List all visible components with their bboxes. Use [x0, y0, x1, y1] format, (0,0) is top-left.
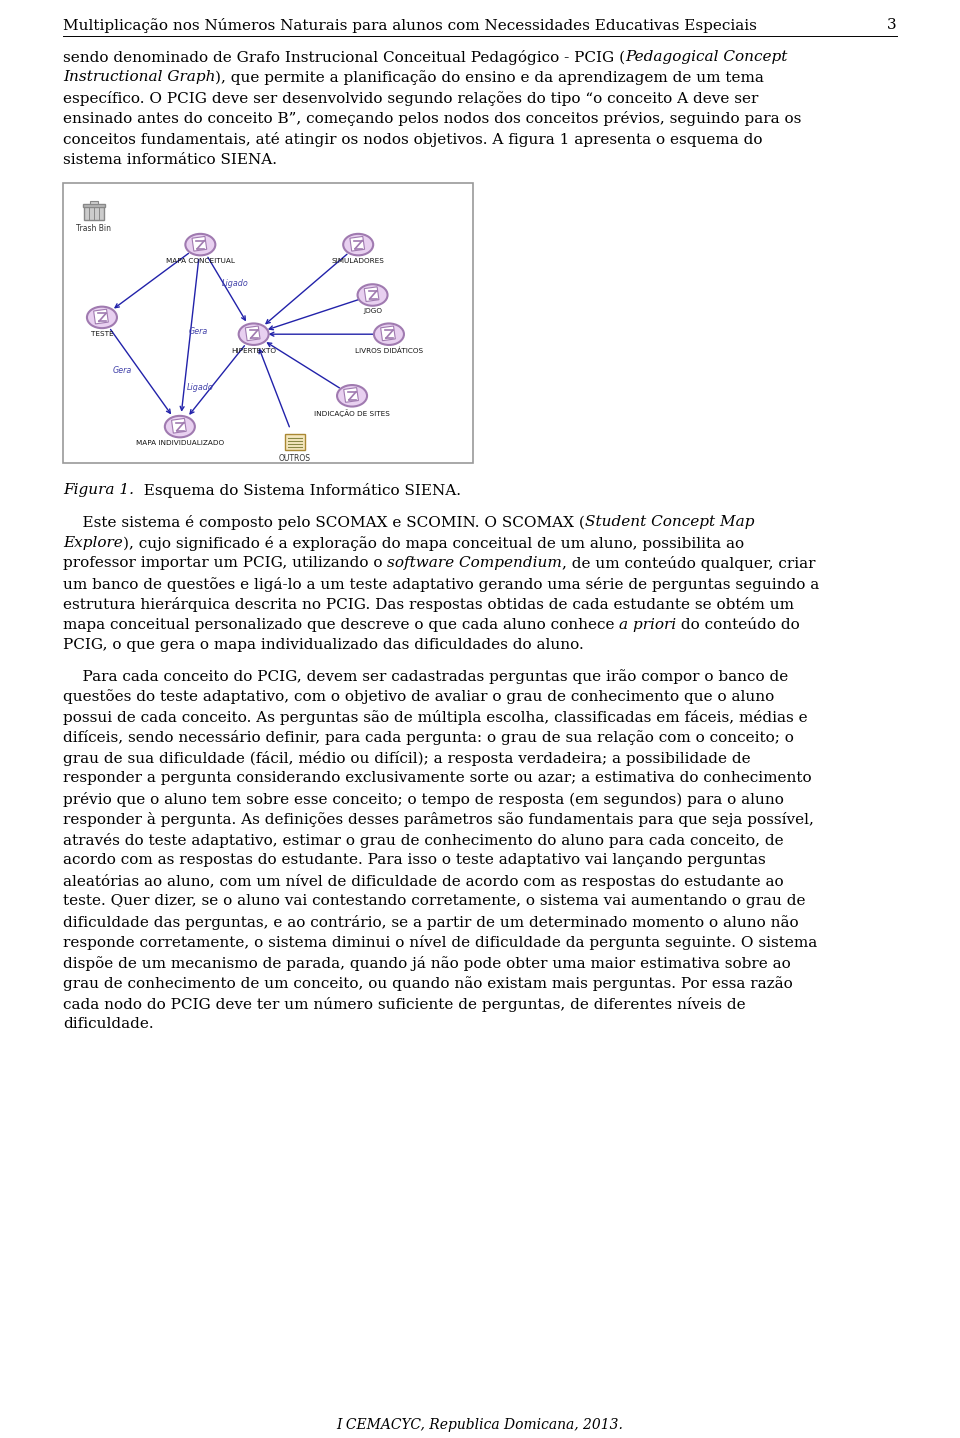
Bar — [63, 183, 473, 463]
Text: responde corretamente, o sistema diminui o nível de dificuldade da pergunta segu: responde corretamente, o sistema diminui… — [63, 936, 817, 951]
Text: do conteúdo do: do conteúdo do — [677, 618, 801, 631]
Text: difíceis, sendo necessário definir, para cada pergunta: o grau de sua relação co: difíceis, sendo necessário definir, para… — [63, 731, 794, 745]
Ellipse shape — [337, 385, 367, 407]
Text: um banco de questões e ligá-lo a um teste adaptativo gerando uma série de pergun: um banco de questões e ligá-lo a um test… — [63, 577, 819, 592]
Bar — [364, 286, 379, 302]
Text: Trash Bin: Trash Bin — [76, 224, 111, 233]
Text: ), cujo significado é a exploração do mapa conceitual de um aluno, possibilita a: ), cujo significado é a exploração do ma… — [123, 536, 744, 551]
Text: grau de conhecimento de um conceito, ou quando não existam mais perguntas. Por e: grau de conhecimento de um conceito, ou … — [63, 976, 793, 991]
Text: teste. Quer dizer, se o aluno vai contestando corretamente, o sistema vai aument: teste. Quer dizer, se o aluno vai contes… — [63, 894, 805, 909]
Text: I CEMACYC, Republica Domicana, 2013.: I CEMACYC, Republica Domicana, 2013. — [337, 1418, 623, 1432]
Text: específico. O PCIG deve ser desenvolvido segundo relações do tipo “o conceito A : específico. O PCIG deve ser desenvolvido… — [63, 91, 758, 106]
Text: INDICAÇÃO DE SITES: INDICAÇÃO DE SITES — [314, 410, 390, 417]
Text: dispõe de um mecanismo de parada, quando já não pode obter uma maior estimativa : dispõe de um mecanismo de parada, quando… — [63, 956, 791, 971]
Bar — [381, 326, 396, 341]
Bar — [246, 326, 260, 341]
Text: estrutura hierárquica descrita no PCIG. Das respostas obtidas de cada estudante : estrutura hierárquica descrita no PCIG. … — [63, 598, 794, 613]
Text: conceitos fundamentais, até atingir os nodos objetivos. A figura 1 apresenta o e: conceitos fundamentais, até atingir os n… — [63, 132, 762, 147]
Text: HIPERTEXTO: HIPERTEXTO — [231, 348, 276, 354]
Text: prévio que o aluno tem sobre esse conceito; o tempo de resposta (em segundos) pa: prévio que o aluno tem sobre esse concei… — [63, 792, 784, 807]
Text: questões do teste adaptativo, com o objetivo de avaliar o grau de conhecimento q: questões do teste adaptativo, com o obje… — [63, 689, 775, 705]
Text: MAPA INDIVIDUALIZADO: MAPA INDIVIDUALIZADO — [135, 440, 224, 446]
Bar — [172, 418, 186, 433]
Text: a priori: a priori — [619, 618, 677, 631]
Text: Pedagogical Concept: Pedagogical Concept — [625, 50, 787, 65]
Text: TESTE: TESTE — [90, 331, 113, 336]
Text: Instructional Graph: Instructional Graph — [63, 70, 215, 85]
Ellipse shape — [343, 234, 373, 256]
Bar — [285, 434, 304, 450]
Text: sendo denominado de Grafo Instrucional Conceitual Pedagógico - PCIG (: sendo denominado de Grafo Instrucional C… — [63, 50, 625, 65]
Text: através do teste adaptativo, estimar o grau de conhecimento do aluno para cada c: através do teste adaptativo, estimar o g… — [63, 833, 783, 848]
Text: Explore: Explore — [63, 536, 123, 549]
Text: JOGO: JOGO — [363, 309, 382, 315]
Text: Gera: Gera — [113, 367, 132, 375]
Text: Multiplicação nos Números Naturais para alunos com Necessidades Educativas Espec: Multiplicação nos Números Naturais para … — [63, 19, 756, 33]
Text: dificuldade.: dificuldade. — [63, 1018, 154, 1031]
Text: dificuldade das perguntas, e ao contrário, se a partir de um determinado momento: dificuldade das perguntas, e ao contrári… — [63, 915, 799, 930]
Bar — [89, 201, 98, 204]
Text: Figura 1.: Figura 1. — [63, 483, 134, 498]
Ellipse shape — [165, 416, 195, 437]
Ellipse shape — [87, 306, 117, 328]
Ellipse shape — [185, 234, 215, 256]
Text: Esquema do Sistema Informático SIENA.: Esquema do Sistema Informático SIENA. — [134, 483, 461, 498]
Bar — [344, 388, 358, 403]
Text: Gera: Gera — [189, 326, 208, 336]
Text: Ligado: Ligado — [222, 279, 249, 288]
Text: mapa conceitual personalizado que descreve o que cada aluno conhece: mapa conceitual personalizado que descre… — [63, 618, 619, 631]
Bar — [349, 236, 365, 252]
Text: PCIG, o que gera o mapa individualizado das dificuldades do aluno.: PCIG, o que gera o mapa individualizado … — [63, 638, 584, 653]
Ellipse shape — [357, 285, 388, 306]
Bar — [83, 204, 105, 207]
Text: Para cada conceito do PCIG, devem ser cadastradas perguntas que irão compor o ba: Para cada conceito do PCIG, devem ser ca… — [63, 669, 788, 684]
Text: software Compendium: software Compendium — [388, 557, 563, 571]
Text: responder à pergunta. As definições desses parâmetros são fundamentais para que : responder à pergunta. As definições dess… — [63, 812, 814, 827]
Text: professor importar um PCIG, utilizando o: professor importar um PCIG, utilizando o — [63, 557, 388, 571]
Text: SIMULADORES: SIMULADORES — [332, 257, 385, 265]
Text: cada nodo do PCIG deve ter um número suficiente de perguntas, de diferentes níve: cada nodo do PCIG deve ter um número suf… — [63, 997, 746, 1012]
Text: possui de cada conceito. As perguntas são de múltipla escolha, classificadas em : possui de cada conceito. As perguntas sã… — [63, 710, 807, 725]
Bar — [94, 309, 108, 324]
Text: grau de sua dificuldade (fácil, médio ou difícil); a resposta verdadeira; a poss: grau de sua dificuldade (fácil, médio ou… — [63, 751, 751, 766]
Bar — [84, 206, 104, 220]
Text: 3: 3 — [887, 19, 897, 32]
Text: , de um conteúdo qualquer, criar: , de um conteúdo qualquer, criar — [563, 557, 816, 571]
Text: Este sistema é composto pelo SCOMAX e SCOMIN. O SCOMAX (: Este sistema é composto pelo SCOMAX e SC… — [63, 515, 585, 531]
Text: LIVROS DIDÁTICOS: LIVROS DIDÁTICOS — [355, 348, 423, 354]
Text: ), que permite a planificação do ensino e da aprendizagem de um tema: ), que permite a planificação do ensino … — [215, 70, 764, 85]
Text: aleatórias ao aluno, com um nível de dificuldade de acordo com as respostas do e: aleatórias ao aluno, com um nível de dif… — [63, 874, 783, 889]
Ellipse shape — [239, 324, 269, 345]
Text: acordo com as respostas do estudante. Para isso o teste adaptativo vai lançando : acordo com as respostas do estudante. Pa… — [63, 854, 766, 867]
Text: responder a pergunta considerando exclusivamente sorte ou azar; a estimativa do : responder a pergunta considerando exclus… — [63, 772, 811, 785]
Text: Ligado: Ligado — [187, 383, 214, 393]
Text: sistema informático SIENA.: sistema informático SIENA. — [63, 152, 277, 167]
Text: MAPA CONCEITUAL: MAPA CONCEITUAL — [166, 257, 235, 265]
Text: OUTROS: OUTROS — [278, 453, 311, 463]
Text: Student Concept Map: Student Concept Map — [585, 515, 755, 529]
Bar — [192, 236, 206, 252]
Text: ensinado antes do conceito B”, começando pelos nodos dos conceitos prévios, segu: ensinado antes do conceito B”, começando… — [63, 112, 802, 127]
Ellipse shape — [374, 324, 404, 345]
